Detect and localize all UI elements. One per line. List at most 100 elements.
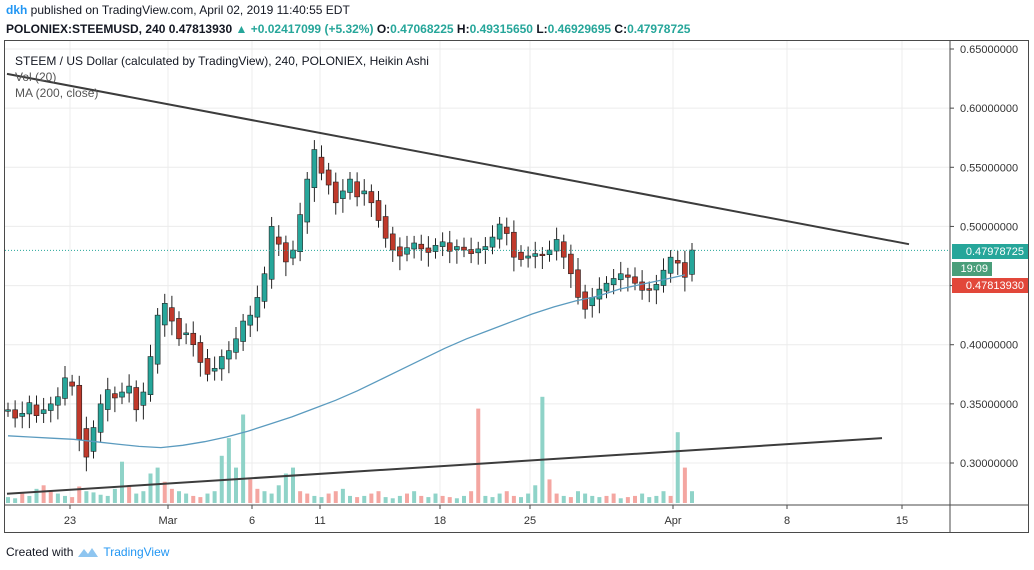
candle-body[interactable]	[254, 297, 261, 318]
candle-body[interactable]	[104, 389, 111, 410]
candle-body[interactable]	[625, 274, 631, 278]
candle-body[interactable]	[432, 245, 439, 252]
candle-body[interactable]	[639, 281, 645, 291]
candle-body[interactable]	[674, 260, 681, 264]
candle-body[interactable]	[389, 233, 396, 251]
candle-body[interactable]	[532, 253, 539, 257]
candle-body[interactable]	[589, 297, 596, 307]
candle-body[interactable]	[632, 276, 638, 284]
resistance-trendline[interactable]	[6, 72, 910, 246]
candle-body[interactable]	[575, 269, 581, 298]
candle-body[interactable]	[5, 409, 11, 412]
candle-body[interactable]	[332, 181, 339, 204]
candle-body[interactable]	[354, 181, 360, 198]
candle-body[interactable]	[275, 236, 282, 245]
candle-body[interactable]	[325, 169, 332, 186]
candle-body[interactable]	[55, 396, 61, 406]
candle-body[interactable]	[667, 256, 674, 274]
candle-body[interactable]	[154, 314, 161, 365]
candle-body[interactable]	[375, 200, 382, 221]
candle-body[interactable]	[119, 391, 125, 398]
candle-body[interactable]	[62, 377, 68, 399]
candle-body[interactable]	[26, 402, 33, 415]
candle-body[interactable]	[503, 226, 510, 234]
candle-body[interactable]	[90, 427, 97, 452]
candle-body[interactable]	[133, 387, 140, 411]
candle-body[interactable]	[689, 249, 695, 275]
candle-body[interactable]	[76, 384, 83, 440]
candle-body[interactable]	[482, 246, 489, 250]
candle-body[interactable]	[525, 255, 531, 259]
candle-body[interactable]	[311, 149, 318, 188]
candle-body[interactable]	[568, 253, 574, 275]
candle-body[interactable]	[454, 246, 460, 250]
candle-body[interactable]	[140, 391, 147, 406]
candle-body[interactable]	[397, 246, 403, 257]
author-name[interactable]: dkh	[6, 3, 28, 17]
candle-body[interactable]	[610, 278, 617, 286]
candle-body[interactable]	[226, 350, 232, 360]
candle-body[interactable]	[582, 291, 588, 310]
candle-body[interactable]	[176, 318, 182, 340]
candle-body[interactable]	[40, 409, 47, 414]
candle-body[interactable]	[290, 249, 296, 259]
candle-body[interactable]	[47, 403, 54, 411]
candle-body[interactable]	[617, 273, 624, 281]
candle-body[interactable]	[233, 338, 239, 353]
candle-body[interactable]	[646, 288, 653, 291]
candle-body[interactable]	[489, 236, 496, 248]
candle-body[interactable]	[518, 251, 524, 260]
candle-body[interactable]	[69, 381, 75, 387]
candle-body[interactable]	[204, 358, 211, 375]
candle-body[interactable]	[126, 385, 132, 394]
candle-body[interactable]	[147, 356, 154, 395]
candle-body[interactable]	[261, 273, 268, 302]
candle-body[interactable]	[361, 190, 368, 195]
support-trendline[interactable]	[6, 437, 883, 495]
candle-body[interactable]	[33, 404, 40, 416]
candle-body[interactable]	[461, 246, 467, 251]
candle-body[interactable]	[247, 314, 254, 326]
candle-body[interactable]	[12, 409, 18, 419]
candle-body[interactable]	[511, 231, 517, 258]
candle-body[interactable]	[653, 284, 660, 291]
candle-body[interactable]	[19, 413, 26, 417]
candle-body[interactable]	[553, 239, 560, 252]
candle-body[interactable]	[682, 262, 688, 278]
candle-body[interactable]	[560, 241, 567, 258]
candle-body[interactable]	[660, 269, 667, 286]
candle-body[interactable]	[596, 288, 603, 300]
candle-body[interactable]	[418, 243, 425, 250]
candle-body[interactable]	[169, 307, 175, 322]
candle-body[interactable]	[475, 248, 482, 254]
candle-body[interactable]	[404, 247, 410, 255]
moving-average-line[interactable]	[7, 274, 686, 449]
candle-body[interactable]	[183, 332, 189, 336]
candle-body[interactable]	[83, 428, 90, 458]
candle-body[interactable]	[496, 223, 503, 240]
candle-body[interactable]	[190, 332, 197, 346]
candle-body[interactable]	[318, 156, 325, 174]
candle-body[interactable]	[340, 190, 346, 199]
candle-body[interactable]	[304, 178, 311, 223]
candle-body[interactable]	[161, 303, 168, 326]
candle-body[interactable]	[446, 242, 453, 252]
candle-body[interactable]	[112, 393, 118, 399]
candle-body[interactable]	[546, 249, 553, 255]
tradingview-brand[interactable]: TradingView	[103, 545, 170, 559]
candle-body[interactable]	[411, 242, 417, 250]
candle-body[interactable]	[197, 342, 204, 363]
candle-body[interactable]	[97, 403, 104, 433]
legend-volume[interactable]: Vol (20)	[15, 70, 57, 84]
candle-body[interactable]	[268, 226, 275, 280]
candle-body[interactable]	[382, 216, 389, 239]
candle-body[interactable]	[218, 356, 225, 370]
candle-body[interactable]	[240, 320, 246, 342]
candle-body[interactable]	[439, 241, 446, 247]
candle-body[interactable]	[283, 242, 289, 263]
candle-body[interactable]	[468, 249, 474, 254]
candle-body[interactable]	[539, 253, 546, 256]
candle-body[interactable]	[603, 282, 610, 292]
candle-body[interactable]	[211, 368, 218, 372]
